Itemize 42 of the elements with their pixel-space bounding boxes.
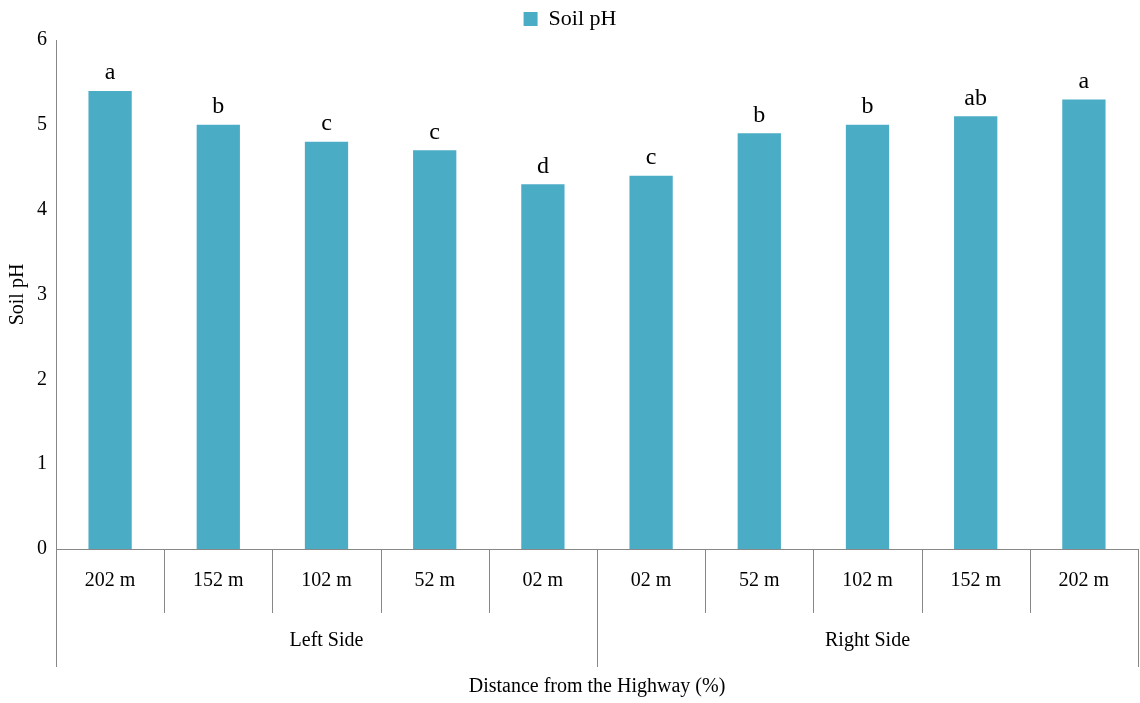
data-label: ab (964, 83, 988, 110)
text: Right Side (824, 628, 911, 652)
y-axis-title: Soil pH (5, 263, 29, 326)
text: Left Side (289, 628, 364, 651)
data-label: a (1078, 66, 1090, 93)
y-tick-label: 2 (37, 366, 47, 389)
legend-label: Soil pH (548, 4, 617, 30)
bar (737, 133, 781, 549)
data-label: b (861, 92, 874, 119)
bar (629, 175, 673, 549)
x-tick-label: 02 m (630, 568, 672, 591)
x-tick-label: 152 m (950, 568, 1002, 591)
x-tick-label: 202 m (1058, 568, 1110, 591)
y-tick-label: 5 (37, 112, 47, 135)
bar (954, 116, 998, 549)
y-tick-label: 1 (37, 451, 47, 474)
data-label: b (212, 92, 225, 119)
bar (413, 150, 457, 549)
bar (1062, 99, 1106, 549)
data-label: b (753, 100, 766, 127)
data-label: c (645, 143, 657, 170)
x-tick-label: 52 m (414, 568, 456, 591)
x-tick-label: 02 m (522, 568, 564, 591)
y-tick-label: 3 (37, 281, 47, 304)
data-label: c (321, 109, 332, 136)
x-tick-label: 152 m (193, 568, 245, 591)
y-tick-label: 4 (37, 196, 47, 219)
x-tick-label: 202 m (84, 568, 136, 591)
data-label: c (429, 117, 441, 144)
bar (88, 90, 132, 549)
data-label: d (536, 151, 549, 178)
bar (521, 184, 565, 549)
x-tick-label: 102 m (301, 568, 353, 591)
x-tick-label: 52 m (739, 568, 781, 591)
x-tick-label: 102 m (842, 568, 894, 591)
y-tick-label: 0 (37, 536, 47, 559)
y-tick-label: 6 (37, 27, 47, 50)
bar (845, 124, 890, 549)
data-label: a (104, 58, 116, 85)
bar (304, 141, 349, 549)
bar (196, 124, 240, 549)
x-axis-title: Distance from the Highway (%) (468, 674, 726, 698)
